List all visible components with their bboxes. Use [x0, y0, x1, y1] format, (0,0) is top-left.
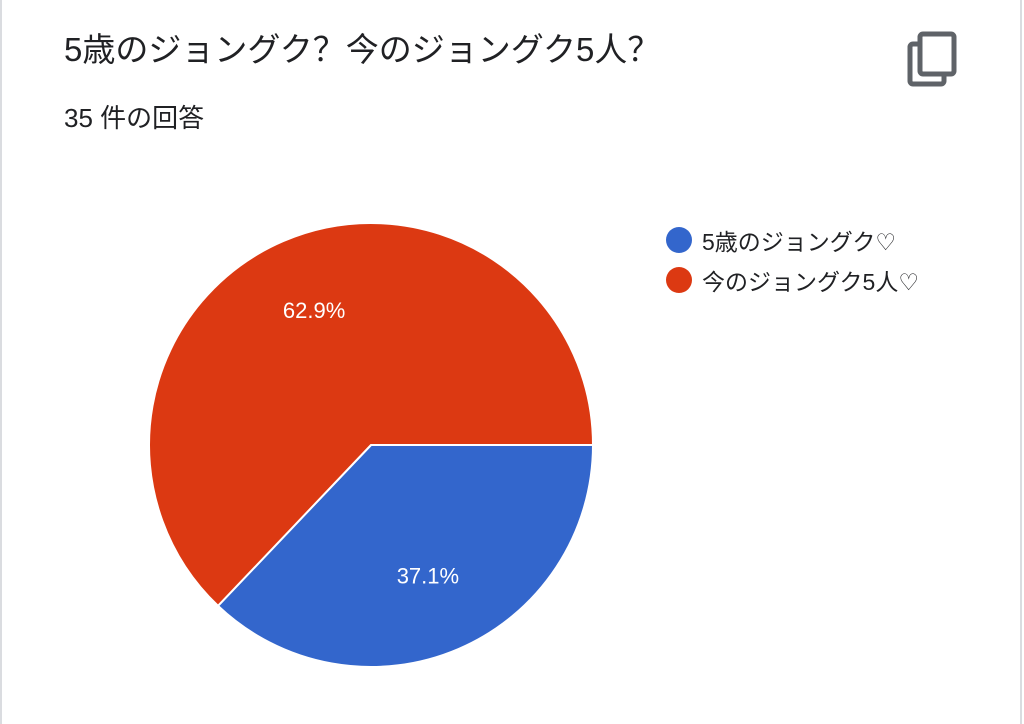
copy-icon — [907, 31, 957, 87]
legend-item-1[interactable]: 5歳のジョングク♡ — [666, 220, 919, 260]
copy-chart-button[interactable] — [902, 30, 962, 90]
legend-label: 5歳のジョングク♡ — [702, 229, 896, 255]
chart-legend: 5歳のジョングク♡ 今のジョングク5人♡ — [666, 220, 919, 300]
legend-swatch — [666, 267, 692, 293]
pie-slice-label-2: 62.9% — [283, 298, 345, 323]
question-title: 5歳のジョングク？今のジョングク5人？ — [64, 31, 661, 68]
pie-slice-2[interactable] — [148, 222, 595, 608]
legend-item-2[interactable]: 今のジョングク5人♡ — [666, 260, 919, 300]
pie-slice-label-1: 37.1% — [397, 563, 459, 588]
response-count: 35 件の回答 — [64, 103, 205, 133]
pie-slice-1[interactable] — [216, 444, 595, 668]
legend-label: 今のジョングク5人♡ — [702, 269, 919, 295]
legend-swatch — [666, 227, 692, 253]
